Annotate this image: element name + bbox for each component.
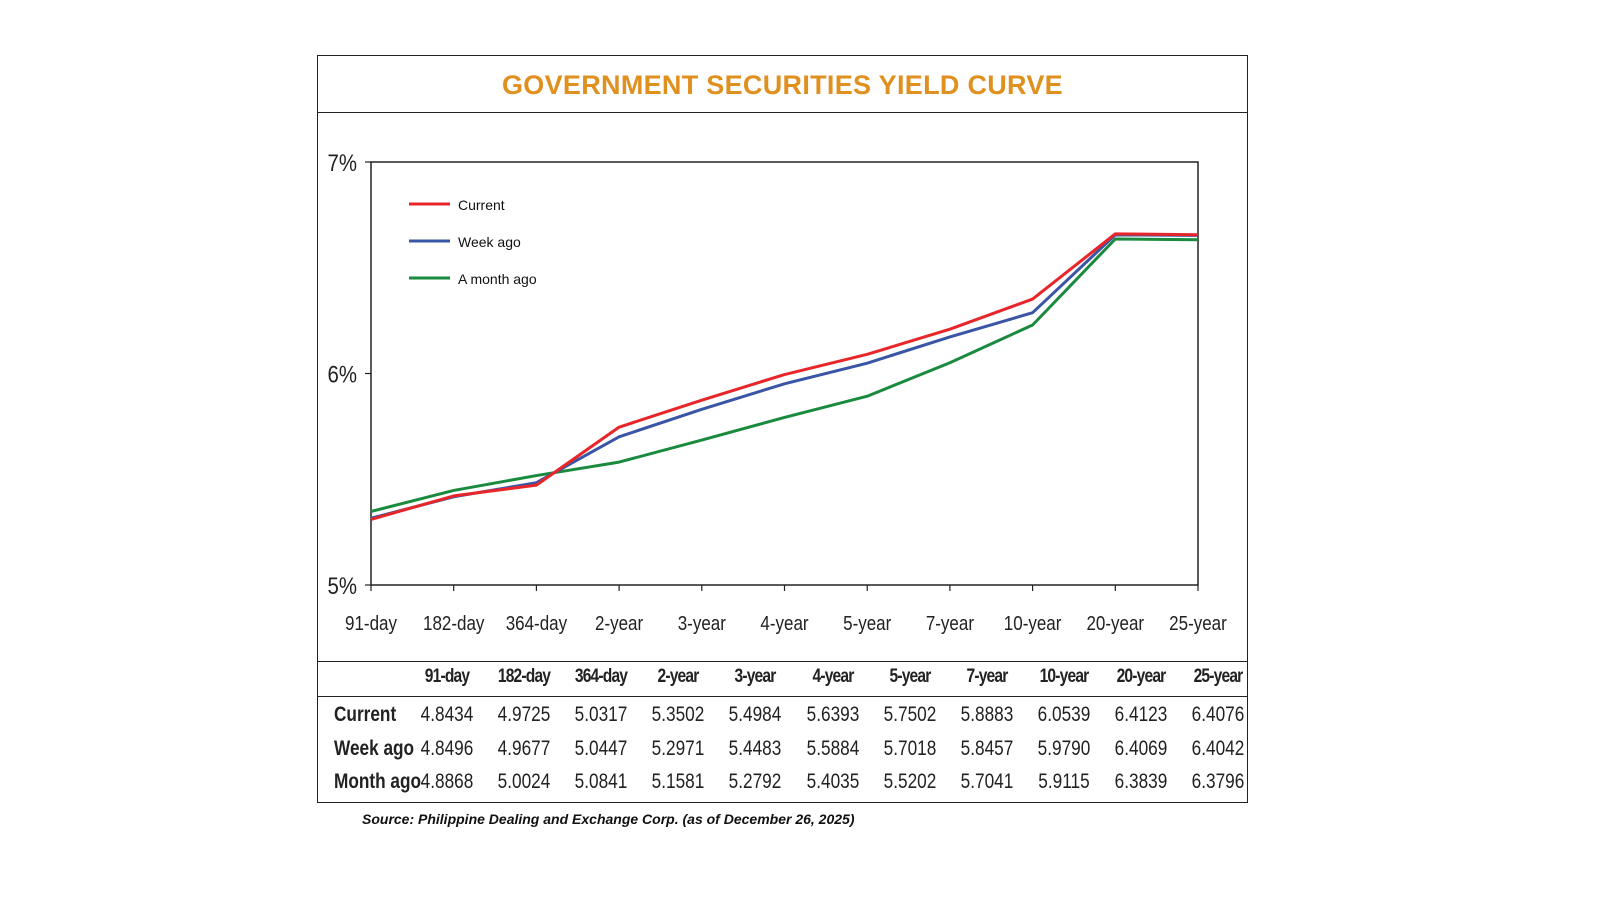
table-cell: 5.4035 [806,770,859,793]
table-cell: 5.2971 [651,736,705,760]
table-cell: 6.4076 [1191,703,1245,726]
table-column-header: 7-year [966,666,1008,687]
table-cell: 4.8496 [420,736,474,760]
table-row-label: Week ago [334,736,415,760]
table-cell: 5.1581 [651,770,705,793]
legend-label: Week ago [458,234,521,250]
table-cell: 6.3839 [1114,770,1168,793]
table-cell: 4.9725 [497,703,551,726]
y-tick-label: 7% [328,149,357,176]
table-cell: 5.9115 [1038,770,1090,793]
table-cell: 5.3502 [651,703,705,726]
table-cell: 5.8457 [960,736,1014,760]
table-row-label: Month ago [334,770,422,793]
table-column-header: 364-day [575,666,628,687]
x-tick-label: 3-year [678,612,726,635]
x-tick-label: 7-year [926,612,974,635]
x-tick-label: 4-year [760,612,808,635]
table-column-header: 25-year [1193,666,1244,687]
x-tick-label: 91-day [345,612,398,635]
table-cell: 5.0841 [574,770,628,793]
table-top-divider [317,661,1248,662]
table-cell: 5.7502 [883,703,936,726]
table-column-header: 10-year [1039,666,1089,687]
table-cell: 6.3796 [1191,770,1245,793]
table-column-header: 5-year [889,666,931,687]
table-cell: 5.0024 [497,770,551,793]
table-cell: 6.4123 [1114,703,1168,726]
table-cell: 5.5202 [883,770,936,793]
table-cell: 5.4984 [729,703,782,726]
table-cell: 5.8883 [960,703,1014,726]
table-column-header: 182-day [497,666,551,687]
y-tick-label: 5% [328,572,357,599]
table-header-divider [317,696,1248,697]
table-cell: 6.4042 [1191,736,1245,760]
table-cell: 5.7018 [883,736,936,760]
table-cell: 5.7041 [960,770,1014,793]
table-cell: 5.6393 [806,703,859,726]
table-cell: 5.4483 [729,736,782,760]
table-column-header: 20-year [1116,666,1166,687]
table-cell: 5.2792 [729,770,782,793]
series-line-a-month-ago [370,237,1199,513]
table-cell: 4.8868 [420,770,474,793]
table-column-header: 3-year [734,666,777,687]
table-cell: 5.9790 [1037,736,1091,760]
x-tick-label: 182-day [423,612,485,635]
x-tick-label: 2-year [595,612,643,635]
table-cell: 6.0539 [1037,703,1091,726]
x-tick-label: 10-year [1004,612,1062,635]
x-tick-label: 5-year [843,612,891,635]
chart-title: GOVERNMENT SECURITIES YIELD CURVE [317,55,1248,113]
table-column-header: 4-year [812,666,854,687]
table-cell: 5.0447 [574,736,628,760]
legend-label: Current [458,197,505,213]
table-cell: 6.4069 [1114,736,1168,760]
table-column-header: 91-day [424,666,470,687]
x-tick-label: 20-year [1086,612,1144,635]
chart-frame [317,55,1248,803]
source-note: Source: Philippine Dealing and Exchange … [362,811,855,827]
table-cell: 5.0317 [574,703,628,726]
series-line-current [370,232,1199,521]
x-tick-label: 25-year [1169,612,1227,635]
y-tick-label: 6% [328,361,357,388]
table-cell: 4.9677 [497,736,551,760]
table-row-label: Current [334,703,397,726]
table-cell: 5.5884 [806,736,859,760]
table-column-header: 2-year [657,666,700,687]
legend-label: A month ago [458,271,537,287]
table-cell: 4.8434 [420,703,474,726]
x-tick-label: 364-day [506,612,568,635]
